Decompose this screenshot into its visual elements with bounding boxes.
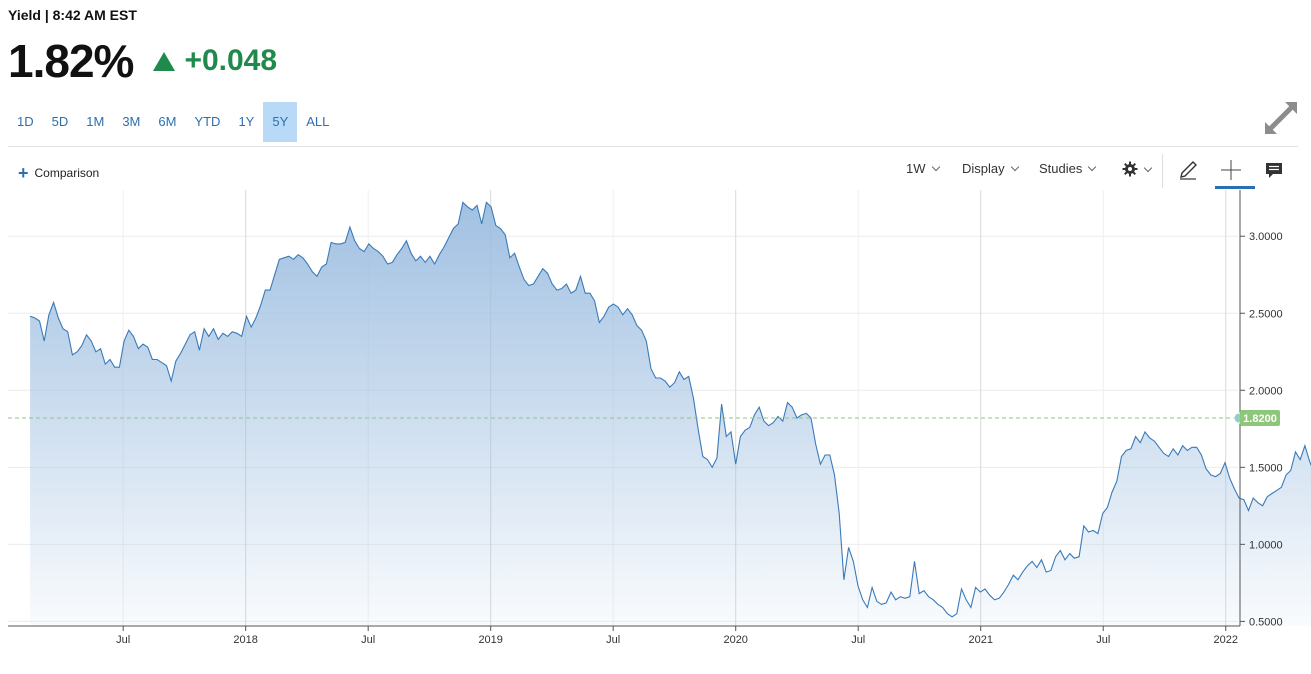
- interval-dropdown[interactable]: 1W: [906, 161, 940, 176]
- gear-icon: [1122, 161, 1138, 177]
- x-tick-label: Jul: [361, 634, 375, 646]
- up-arrow-icon: [153, 51, 176, 71]
- x-tick-label: Jul: [116, 634, 130, 646]
- settings-dropdown[interactable]: [1122, 161, 1153, 177]
- news-icon[interactable]: [1261, 157, 1287, 183]
- y-tick-label: 1.5000: [1249, 462, 1283, 474]
- range-ytd[interactable]: YTD: [194, 114, 221, 129]
- expand-arrows-icon[interactable]: [1263, 100, 1299, 136]
- time-range-selector: 1D 5D 1M 3M 6M YTD 1Y 5Y ALL: [8, 102, 338, 142]
- chevron-down-icon: [1010, 162, 1019, 172]
- range-1m[interactable]: 1M: [86, 114, 105, 129]
- range-6m[interactable]: 6M: [158, 114, 177, 129]
- studies-dropdown[interactable]: Studies: [1039, 161, 1097, 176]
- x-tick-label: 2018: [233, 634, 257, 646]
- chevron-down-icon: [931, 162, 940, 172]
- header-divider: [8, 146, 1298, 147]
- display-dropdown[interactable]: Display: [962, 161, 1019, 176]
- interval-label: 1W: [906, 161, 926, 176]
- y-tick-label: 0.5000: [1249, 616, 1283, 628]
- range-3m[interactable]: 3M: [122, 114, 141, 129]
- range-5d[interactable]: 5D: [51, 114, 69, 129]
- comparison-button[interactable]: + Comparison: [18, 164, 99, 182]
- y-tick-label: 2.0000: [1249, 385, 1283, 397]
- plus-icon: +: [18, 163, 29, 183]
- x-tick-label: 2021: [968, 634, 992, 646]
- y-tick-label: 2.5000: [1249, 308, 1283, 320]
- y-tick-label: 3.0000: [1249, 231, 1283, 243]
- series-line: [29, 201, 1311, 618]
- last-price: 1.82%: [8, 35, 134, 87]
- chevron-down-icon: [1088, 162, 1097, 172]
- crosshair-active-indicator: [1215, 186, 1255, 189]
- crosshair-icon[interactable]: [1218, 157, 1244, 183]
- y-tick-label: 1.0000: [1249, 539, 1283, 551]
- range-1y[interactable]: 1Y: [238, 114, 255, 129]
- chevron-down-icon: [1143, 163, 1153, 172]
- last-value-label: 1.8200: [1243, 413, 1277, 425]
- price-change-value: +0.048: [184, 44, 278, 77]
- x-tick-label: 2019: [478, 634, 502, 646]
- x-tick-label: 2020: [723, 634, 747, 646]
- last-value-badge: [1240, 410, 1280, 427]
- series-area: [30, 202, 1311, 626]
- studies-label: Studies: [1039, 161, 1083, 176]
- pencil-icon[interactable]: [1175, 157, 1201, 183]
- x-tick-label: Jul: [851, 634, 865, 646]
- comparison-label: Comparison: [34, 166, 100, 180]
- price-change: +0.048: [153, 44, 277, 78]
- range-all[interactable]: ALL: [306, 114, 330, 129]
- x-tick-label: Jul: [1096, 634, 1110, 646]
- x-tick-label: 2022: [1214, 634, 1238, 646]
- page-title: Yield | 8:42 AM EST: [8, 7, 137, 23]
- toolbar-divider: [1162, 154, 1163, 188]
- x-tick-label: Jul: [606, 634, 620, 646]
- display-label: Display: [962, 161, 1005, 176]
- range-5y[interactable]: 5Y: [263, 102, 298, 142]
- quote-summary: 1.82% +0.048: [8, 35, 277, 87]
- range-1d[interactable]: 1D: [17, 114, 34, 129]
- yield-chart[interactable]: Jul 2018 Jul 2019 Jul 2020 Jul 2021 Jul 2022 0.500…: [0, 190, 1311, 660]
